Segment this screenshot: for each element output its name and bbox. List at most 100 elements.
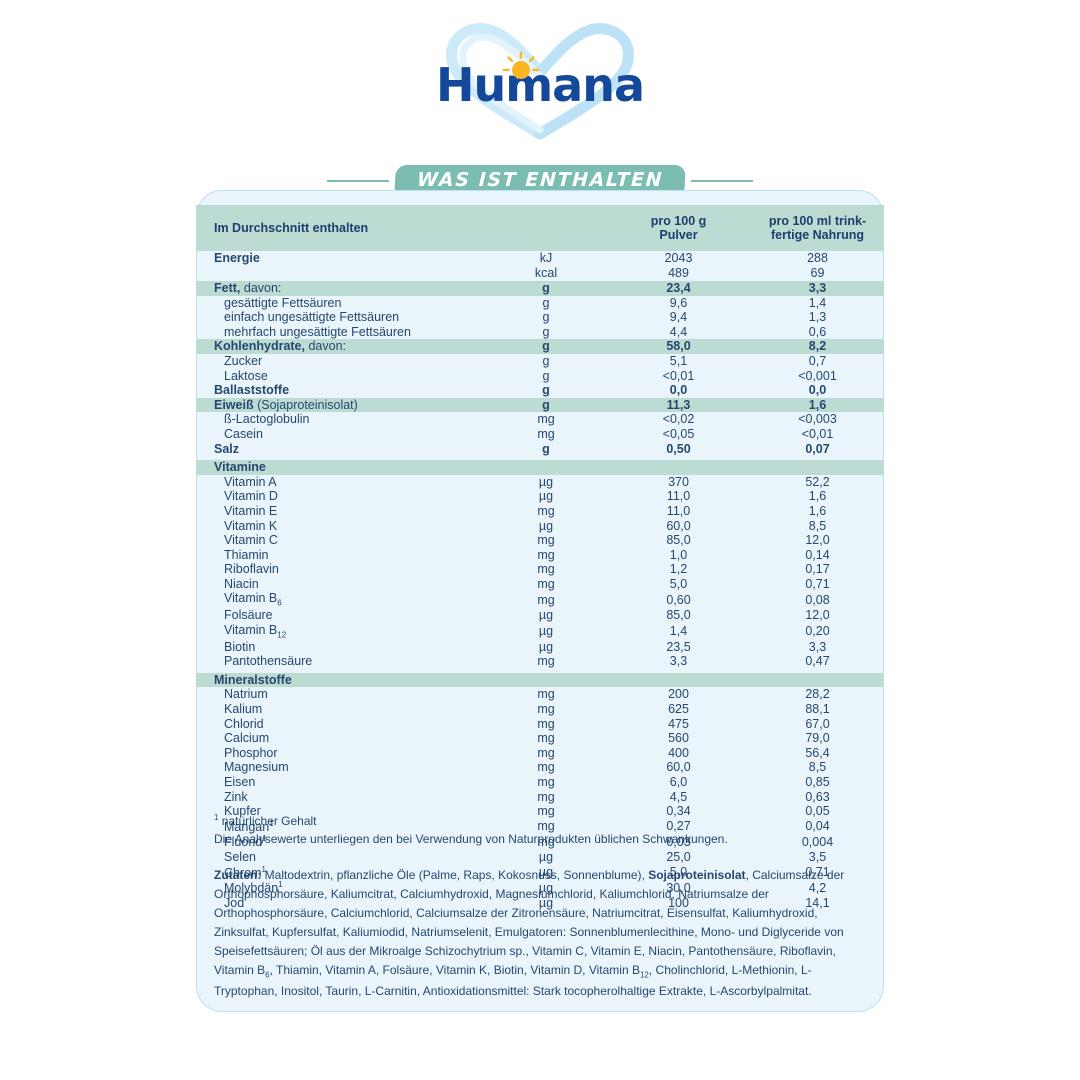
table-row: Selen µg 25,0 3,5: [196, 850, 884, 865]
row-unit: mg: [537, 562, 555, 577]
row-value-per-100g: 11,0: [666, 503, 691, 518]
table-row: Vitamine: [196, 460, 884, 475]
table-row: Pantothensäure mg 3,3 0,47: [196, 654, 884, 669]
row-unit: mg: [537, 731, 555, 746]
ingredients-highlight: Sojaproteinisolat: [648, 868, 746, 882]
row-unit: mg: [537, 687, 555, 702]
row-value-per-100g: 11,0: [666, 489, 691, 504]
footnote-text-1: natürlicher Gehalt: [221, 814, 317, 828]
table-row: Vitamin A µg 370 52,2: [196, 475, 884, 490]
row-value-per-100ml: 1,6: [808, 489, 827, 504]
table-row: Molybdän1 µg 30,0 4,2: [196, 880, 884, 896]
row-unit: mg: [537, 745, 555, 760]
row-label: Vitamin K: [224, 518, 278, 533]
row-label: Casein: [224, 426, 263, 441]
row-value-per-100g: 0,34: [666, 804, 691, 819]
row-value-per-100ml: <0,01: [801, 426, 834, 441]
row-value-per-100ml: 56,4: [805, 745, 830, 760]
table-header-row: Im Durchschnitt enthalten pro 100 g Pulv…: [196, 205, 884, 251]
row-label: Molybdän1: [224, 880, 283, 896]
row-value-per-100ml: 14,1: [805, 895, 830, 910]
row-value-per-100ml: 1,3: [808, 310, 827, 325]
row-unit: µg: [538, 623, 554, 638]
table-row: Vitamin D µg 11,0 1,6: [196, 489, 884, 504]
row-unit: mg: [537, 716, 555, 731]
row-label: Salz: [214, 441, 240, 456]
row-label: Folsäure: [224, 608, 273, 623]
row-value-per-100g: 23,5: [666, 639, 691, 654]
row-value-per-100g: 5,0: [669, 576, 688, 591]
row-unit: mg: [537, 426, 555, 441]
row-value-per-100g: 2043: [664, 251, 693, 266]
row-value-per-100ml: 0,20: [805, 623, 830, 638]
row-value-per-100ml: 12,0: [805, 608, 830, 623]
row-unit: kcal: [534, 266, 558, 281]
row-value-per-100g: 4,4: [669, 324, 688, 339]
row-label: Phosphor: [224, 745, 278, 760]
ingredients-part3: , Thiamin, Vitamin A, Folsäure, Vitamin …: [269, 962, 640, 977]
row-value-per-100ml: 0,71: [805, 865, 830, 880]
table-row: Zink mg 4,5 0,63: [196, 790, 884, 805]
row-footnote-marker: 1: [261, 864, 266, 874]
row-value-per-100g: 200: [668, 687, 689, 702]
row-value-per-100g: <0,02: [662, 412, 695, 427]
row-value-per-100ml: 79,0: [805, 731, 830, 746]
row-unit: mg: [537, 760, 555, 775]
row-unit: mg: [537, 834, 555, 849]
row-unit: [486, 672, 606, 688]
table-row: Vitamin K µg 60,0 8,5: [196, 519, 884, 534]
row-value-per-100ml: 0,6: [808, 324, 827, 339]
row-value-per-100g: 370: [668, 474, 689, 489]
table-row: Salz g 0,50 0,07: [196, 442, 884, 457]
row-label: Vitamin B12: [224, 622, 287, 640]
row-unit: mg: [537, 576, 555, 591]
table-row: Natrium mg 200 28,2: [196, 687, 884, 702]
row-value-per-100ml: 88,1: [805, 702, 830, 717]
row-value-per-100g: [606, 460, 751, 475]
header-col1: pro 100 g Pulver: [606, 205, 751, 251]
row-label: Vitamin B6: [224, 591, 282, 608]
ingredients-sub-b6: 6: [265, 970, 270, 980]
row-value-per-100g: 0,60: [666, 592, 691, 607]
footnote-block: 1 natürlicher Gehalt Die Analysewerte un…: [214, 812, 869, 848]
row-value-per-100g: 9,6: [669, 295, 688, 310]
row-value-per-100g: 100: [668, 895, 689, 910]
row-unit: µg: [538, 489, 554, 504]
row-label: Kohlenhydrate, davon:: [196, 339, 486, 354]
row-unit: µg: [538, 518, 554, 533]
row-label: Eisen: [224, 774, 256, 789]
row-value-per-100ml: 3,3: [808, 639, 827, 654]
row-value-per-100ml: <0,003: [798, 412, 837, 427]
row-footnote-marker: 1: [262, 834, 267, 844]
table-body: Energie kJ 2043 288 kcal 489 69 Fett, davon: g 23…: [196, 251, 884, 911]
row-unit: mg: [537, 592, 555, 607]
row-unit: µg: [538, 850, 554, 865]
row-value-per-100g: 11,3: [606, 397, 751, 413]
row-value-per-100ml: 0,17: [805, 562, 830, 577]
row-value-per-100g: [606, 672, 751, 688]
row-unit: µg: [538, 608, 554, 623]
row-value-per-100ml: 67,0: [805, 716, 830, 731]
row-value-per-100ml: 12,0: [805, 533, 830, 548]
row-unit: g: [542, 441, 550, 456]
row-subscript: 12: [277, 630, 287, 640]
row-value-per-100g: 560: [668, 731, 689, 746]
row-unit: mg: [537, 547, 555, 562]
row-value-per-100ml: 0,08: [805, 592, 830, 607]
row-label: Fett, davon:: [196, 281, 486, 296]
row-label: Chrom1: [224, 864, 266, 880]
row-value-per-100ml: [751, 672, 884, 688]
row-value-per-100ml: 0,63: [805, 789, 830, 804]
row-label: Vitamin E: [224, 503, 278, 518]
row-label: Energie: [214, 251, 260, 266]
table-row: Kupfer mg 0,34 0,05: [196, 804, 884, 819]
row-value-per-100ml: 4,2: [808, 880, 827, 895]
row-label: Natrium: [224, 687, 268, 702]
row-value-per-100g: 4,5: [669, 789, 688, 804]
row-label: Jod: [224, 895, 245, 910]
table-row: Calcium mg 560 79,0: [196, 731, 884, 746]
row-unit: mg: [537, 819, 555, 834]
table-row: Kalium mg 625 88,1: [196, 702, 884, 717]
row-unit: g: [542, 295, 550, 310]
table-row: Vitamin B6 mg 0,60 0,08: [196, 591, 884, 608]
